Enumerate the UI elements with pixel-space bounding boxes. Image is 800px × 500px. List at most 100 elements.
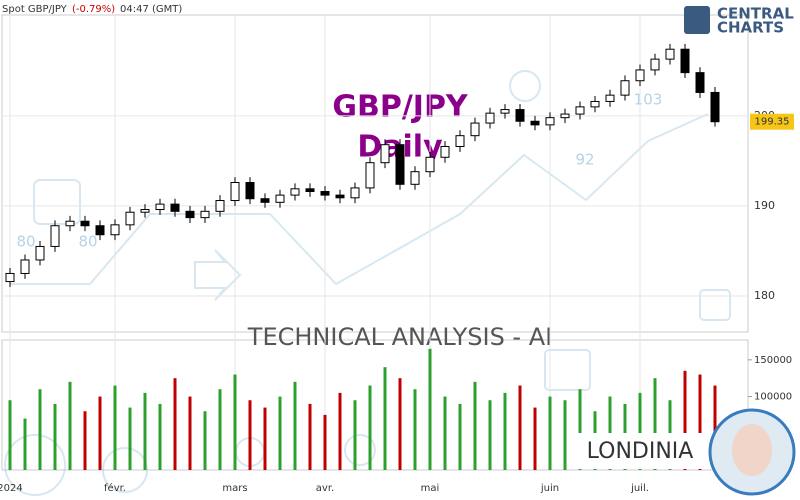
volume-bar bbox=[518, 385, 522, 470]
volume-bar bbox=[248, 400, 252, 470]
candle-body bbox=[185, 210, 195, 219]
indicator-label: 80 bbox=[16, 233, 35, 251]
volume-bar bbox=[383, 367, 387, 470]
candle-body bbox=[620, 80, 630, 96]
logo-icon bbox=[684, 6, 710, 34]
volume-bar bbox=[38, 389, 42, 470]
candle-body bbox=[290, 188, 300, 196]
volume-bar bbox=[368, 385, 372, 470]
candle-body bbox=[275, 194, 285, 203]
logo-bottom: CHARTS bbox=[717, 19, 784, 37]
volume-bar bbox=[308, 403, 312, 470]
volume-bar bbox=[158, 403, 162, 470]
y-tick-label: 190 bbox=[754, 199, 775, 212]
change: (-0.79%) bbox=[72, 4, 115, 15]
candle-body bbox=[710, 91, 720, 123]
x-tick-label: mars bbox=[222, 483, 247, 494]
volume-bar bbox=[278, 396, 282, 470]
volume-bar bbox=[143, 392, 147, 470]
volume-bar bbox=[53, 403, 57, 470]
candle-body bbox=[110, 224, 120, 236]
x-tick-label: juin bbox=[540, 483, 559, 494]
candle-body bbox=[155, 203, 165, 211]
candle-body bbox=[665, 48, 675, 60]
candle-body bbox=[680, 48, 690, 74]
volume-bar bbox=[128, 407, 132, 470]
candle-body bbox=[575, 106, 585, 115]
volume-bar bbox=[563, 400, 567, 470]
avatar-face bbox=[732, 424, 772, 476]
indicator-label: 103 bbox=[634, 91, 663, 109]
volume-bar bbox=[188, 396, 192, 470]
x-tick-label: juil. bbox=[630, 483, 649, 494]
volume-bar bbox=[548, 396, 552, 470]
indicator-label: 92 bbox=[575, 151, 594, 169]
candle-body bbox=[20, 259, 30, 274]
candle-body bbox=[215, 200, 225, 212]
volume-bar bbox=[578, 389, 582, 470]
volume-bar bbox=[458, 403, 462, 470]
candle-body bbox=[365, 162, 375, 189]
candle-body bbox=[650, 58, 660, 71]
candle-body bbox=[5, 272, 15, 283]
candle-body bbox=[80, 220, 90, 227]
volume-bar bbox=[683, 370, 687, 470]
volume-bar bbox=[428, 348, 432, 470]
x-tick-label: févr. bbox=[104, 482, 126, 494]
volume-bar bbox=[218, 389, 222, 470]
chart-title: GBP/JPY bbox=[332, 90, 469, 125]
candle-body bbox=[695, 72, 705, 93]
candle-body bbox=[305, 188, 315, 193]
candle-body bbox=[485, 112, 495, 124]
candle-body bbox=[140, 209, 150, 213]
indicator-label: 80 bbox=[78, 233, 97, 251]
volume-bar bbox=[473, 381, 477, 470]
volume-bar bbox=[263, 407, 267, 470]
volume-bar bbox=[398, 378, 402, 470]
volume-bar bbox=[713, 385, 717, 470]
candle-body bbox=[260, 198, 270, 203]
volume-bar bbox=[653, 378, 657, 470]
candle-body bbox=[170, 203, 180, 212]
candle-body bbox=[440, 145, 450, 158]
time: 04:47 (GMT) bbox=[120, 4, 182, 15]
last-price-box bbox=[750, 113, 794, 130]
last-price: 199.35 bbox=[755, 117, 790, 128]
candle-body bbox=[245, 182, 255, 200]
volume-bar bbox=[353, 400, 357, 470]
volume-bar bbox=[233, 374, 237, 470]
volume-bar bbox=[83, 411, 87, 470]
candle-body bbox=[320, 191, 330, 196]
candle-body bbox=[380, 144, 390, 164]
candle-body bbox=[500, 109, 510, 114]
volume-tick-label: 100000 bbox=[754, 392, 792, 403]
volume-bar bbox=[443, 396, 447, 470]
y-tick-label: 180 bbox=[754, 289, 775, 302]
x-tick-label: 2024 bbox=[0, 483, 23, 494]
volume-bar bbox=[413, 389, 417, 470]
candle-body bbox=[515, 109, 525, 122]
volume-bar bbox=[98, 396, 102, 470]
price-panel bbox=[1, 14, 749, 333]
candle-body bbox=[455, 135, 465, 147]
volume-bar bbox=[533, 407, 537, 470]
logo-top: CENTRAL bbox=[717, 5, 794, 23]
candle-body bbox=[350, 187, 360, 199]
candle-body bbox=[425, 156, 435, 173]
volume-tick-label: 150000 bbox=[754, 355, 792, 366]
candle-body bbox=[95, 225, 105, 236]
candle-body bbox=[50, 225, 60, 247]
volume-bar bbox=[488, 400, 492, 470]
candle-body bbox=[395, 144, 405, 185]
volume-bar bbox=[173, 378, 177, 470]
candle-body bbox=[605, 94, 615, 102]
candle-body bbox=[410, 171, 420, 185]
candle-body bbox=[545, 117, 555, 126]
x-tick-label: avr. bbox=[316, 483, 334, 494]
volume-bar bbox=[698, 374, 702, 470]
candle-body bbox=[200, 210, 210, 219]
candle-body bbox=[560, 113, 570, 119]
candle-body bbox=[590, 100, 600, 108]
